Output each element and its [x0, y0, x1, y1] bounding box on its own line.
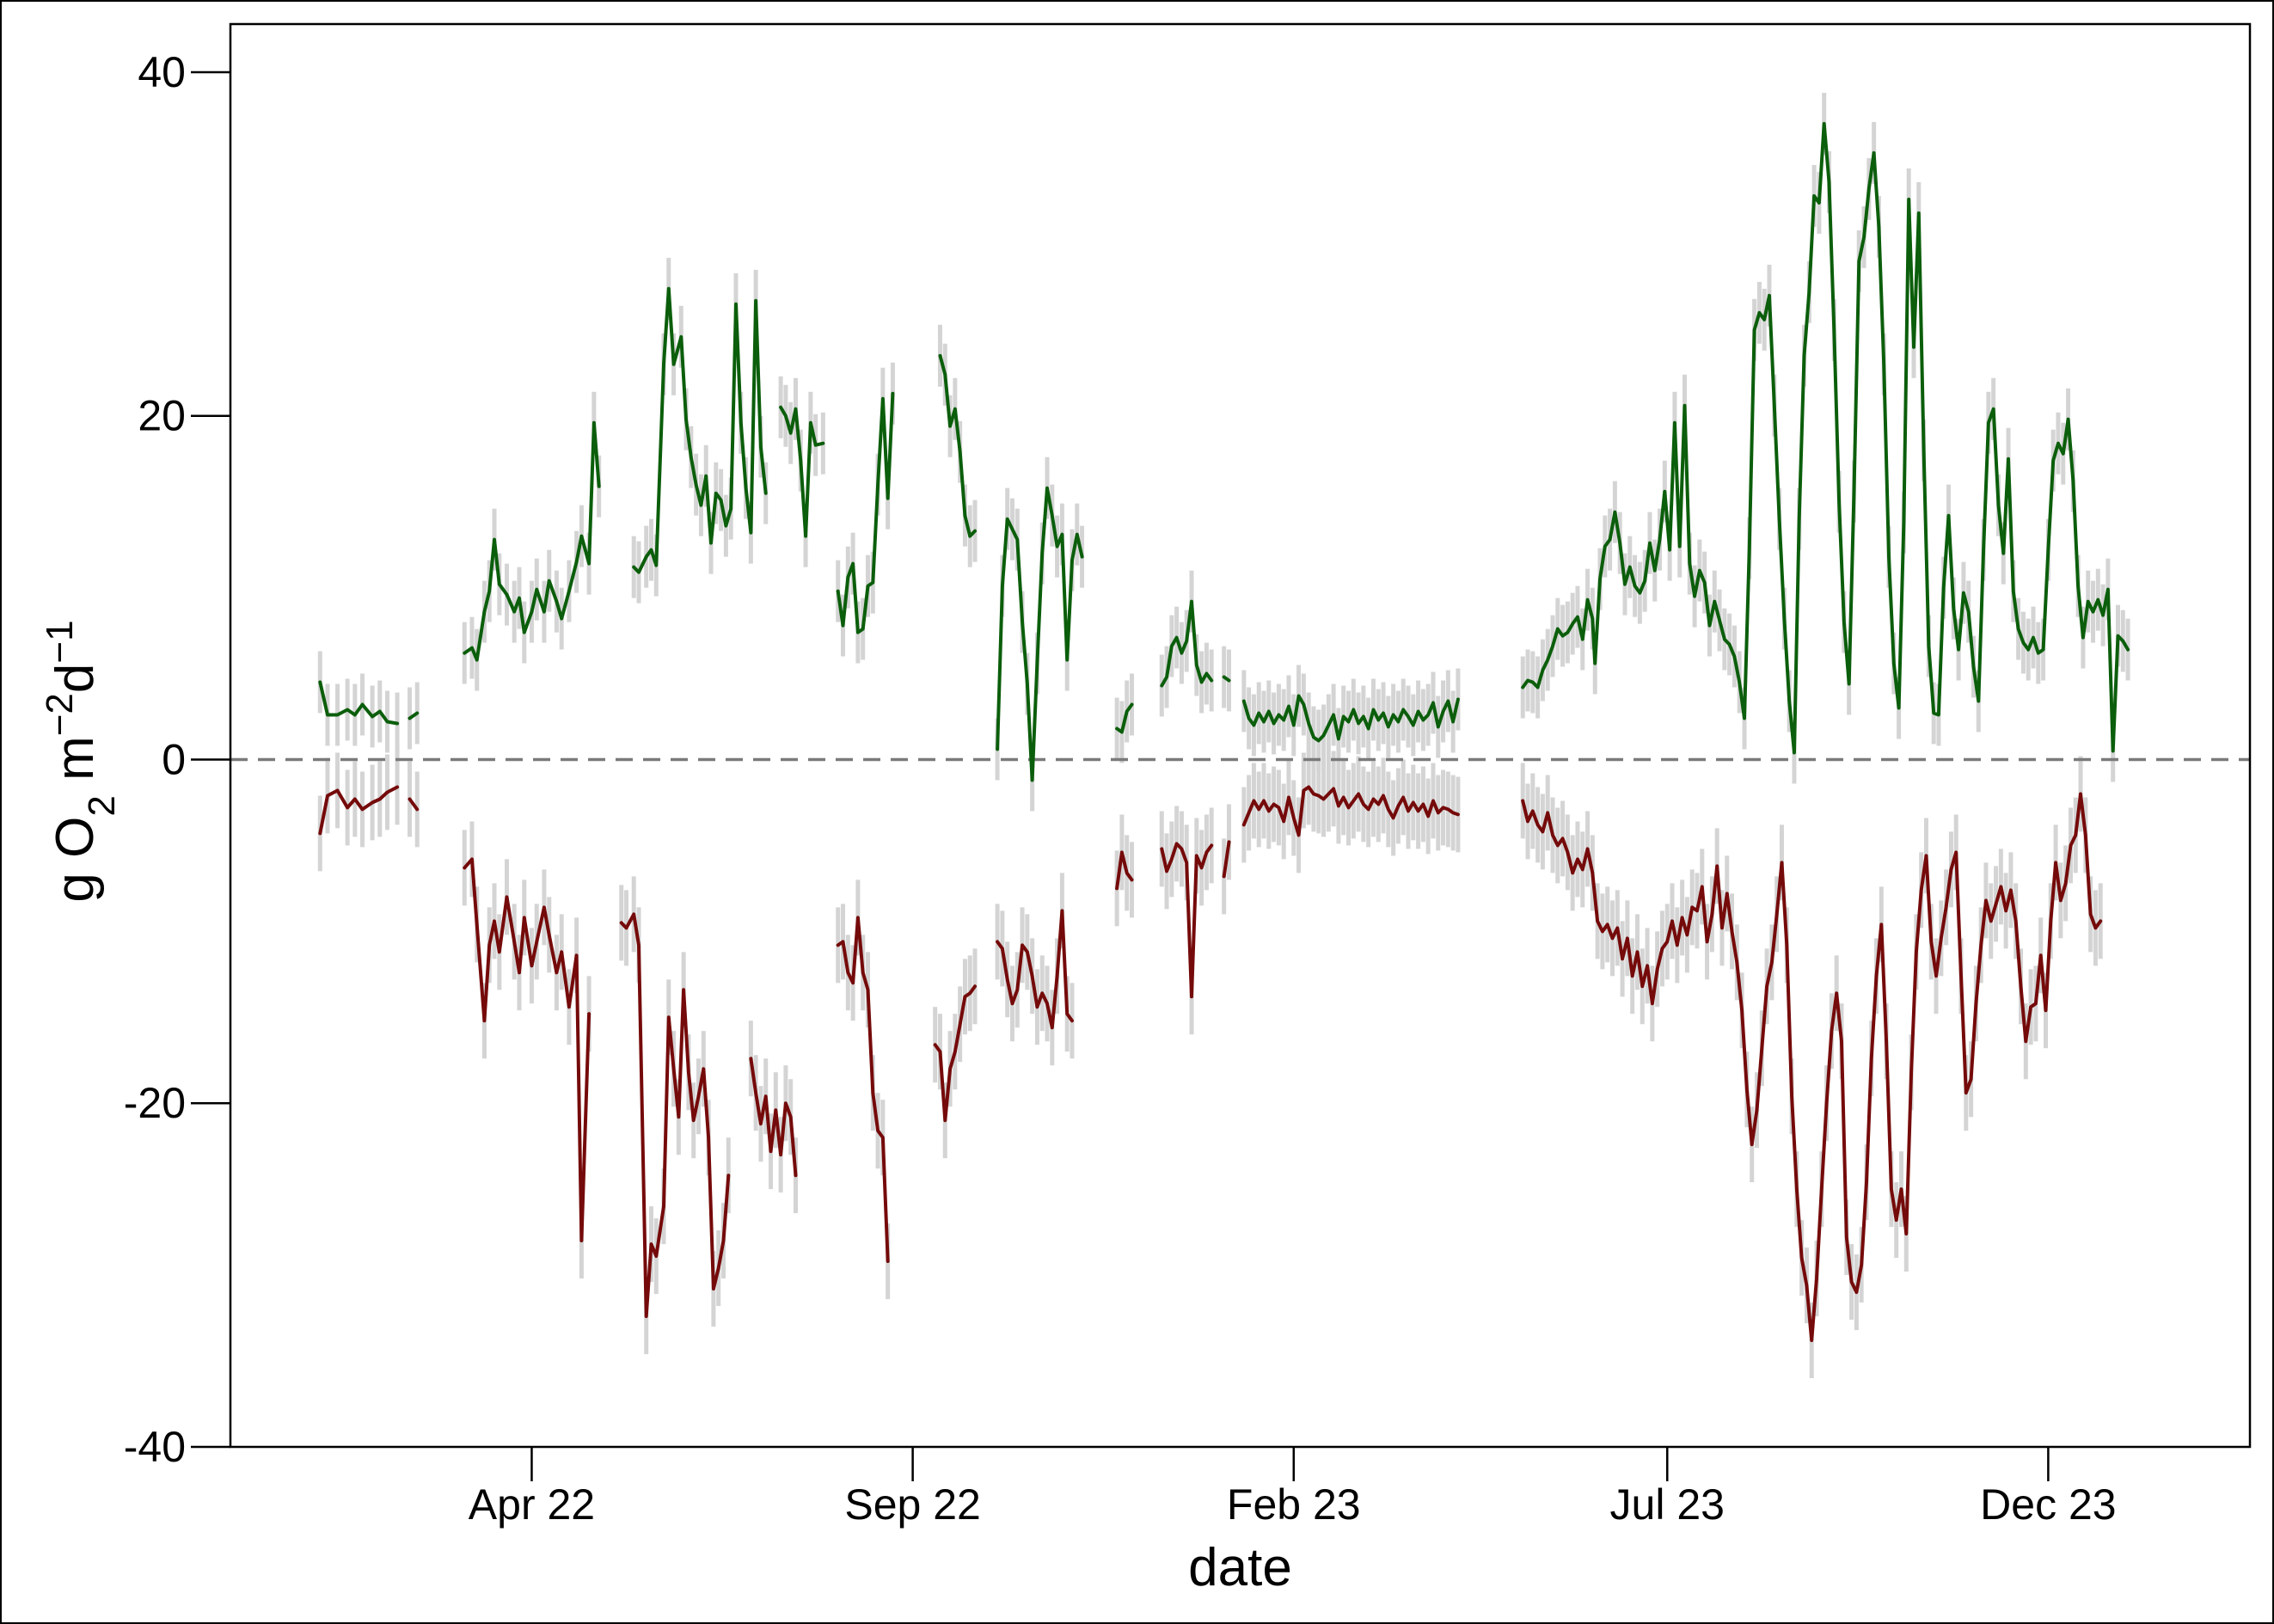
- er-series-line: [749, 1057, 798, 1178]
- y-axis: -40 -20 0 20 40: [124, 48, 230, 1471]
- y-axis-title-unit-m: m: [46, 736, 105, 795]
- gpp-series-line: [318, 680, 400, 726]
- y-tick-label: 40: [138, 48, 186, 96]
- er-series-line: [408, 797, 420, 812]
- y-tick-label: -40: [124, 1423, 186, 1471]
- y-tick-label: 20: [138, 392, 186, 440]
- gpp-series-line: [996, 486, 1084, 782]
- y-axis-title-exp-m: −2: [39, 693, 81, 736]
- er-series-line: [1222, 840, 1231, 879]
- er-series-line: [1115, 850, 1134, 891]
- gpp-series-line: [1222, 675, 1231, 683]
- x-axis-title: date: [1188, 1538, 1292, 1597]
- y-axis-title: g O2 m−2d−1: [39, 620, 123, 902]
- x-tick-label: Sep 22: [844, 1480, 980, 1529]
- y-tick-label: 0: [162, 735, 186, 783]
- y-tick-label: -20: [124, 1079, 186, 1127]
- gpp-series-line: [1241, 694, 1460, 743]
- y-axis-title-base: g O: [46, 817, 105, 903]
- gpp-series-line: [408, 711, 420, 720]
- gpp-series-line: [1115, 702, 1134, 734]
- gpp-series-line: [836, 391, 895, 634]
- x-tick-label: Jul 23: [1610, 1480, 1725, 1529]
- er-series-line: [933, 984, 977, 1123]
- series-layer: [318, 121, 2130, 1343]
- x-tick-label: Dec 23: [1980, 1480, 2116, 1529]
- gpp-series-line: [1521, 121, 2130, 755]
- y-axis-title-subscript: 2: [81, 795, 123, 816]
- er-series-line: [1241, 785, 1460, 837]
- x-axis: Apr 22 Sep 22 Feb 23 Jul 23 Dec 23: [469, 1447, 2117, 1529]
- er-series-line: [619, 912, 731, 1319]
- x-tick-label: Feb 23: [1227, 1480, 1361, 1529]
- x-tick-label: Apr 22: [469, 1480, 595, 1529]
- er-series-line: [463, 857, 591, 1243]
- gpp-series-line: [779, 405, 825, 538]
- plot-area-border: [229, 22, 2252, 1449]
- y-axis-title-exp-d: −1: [39, 620, 81, 663]
- gpp-series-line: [1160, 599, 1214, 688]
- er-series-line: [836, 916, 890, 1264]
- er-series-line: [996, 909, 1074, 1030]
- gpp-series-line: [938, 353, 977, 538]
- gpp-series-line: [632, 286, 768, 574]
- er-series-line: [1160, 842, 1214, 999]
- er-series-line: [1521, 792, 2103, 1343]
- y-axis-title-unit-d: d: [46, 664, 105, 693]
- confidence-band-layer: [317, 92, 2130, 1379]
- er-series-line: [318, 785, 400, 836]
- gpp-series-line: [463, 420, 601, 662]
